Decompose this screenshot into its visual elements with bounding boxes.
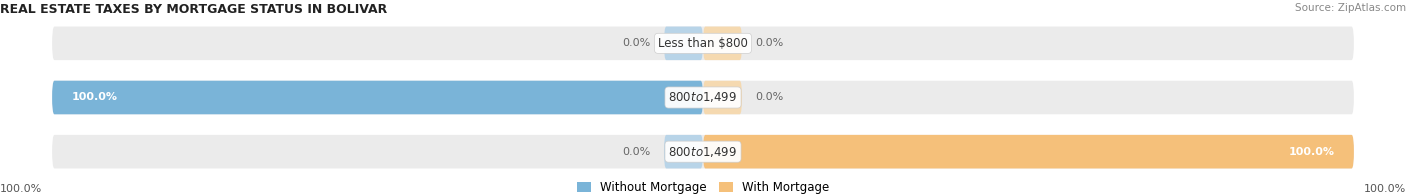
Text: 100.0%: 100.0%: [1364, 183, 1406, 193]
FancyBboxPatch shape: [703, 27, 742, 60]
Text: 100.0%: 100.0%: [72, 92, 118, 103]
Text: 0.0%: 0.0%: [755, 38, 783, 48]
Text: Source: ZipAtlas.com: Source: ZipAtlas.com: [1295, 3, 1406, 13]
Text: REAL ESTATE TAXES BY MORTGAGE STATUS IN BOLIVAR: REAL ESTATE TAXES BY MORTGAGE STATUS IN …: [0, 3, 387, 16]
Text: Less than $800: Less than $800: [658, 37, 748, 50]
FancyBboxPatch shape: [52, 135, 1354, 168]
FancyBboxPatch shape: [703, 81, 742, 114]
FancyBboxPatch shape: [52, 27, 1354, 60]
Text: 100.0%: 100.0%: [0, 183, 42, 193]
Text: $800 to $1,499: $800 to $1,499: [668, 145, 738, 159]
Text: 0.0%: 0.0%: [623, 38, 651, 48]
FancyBboxPatch shape: [664, 135, 703, 168]
FancyBboxPatch shape: [664, 27, 703, 60]
FancyBboxPatch shape: [703, 135, 1354, 168]
FancyBboxPatch shape: [52, 81, 703, 114]
Legend: Without Mortgage, With Mortgage: Without Mortgage, With Mortgage: [572, 176, 834, 195]
Text: 100.0%: 100.0%: [1288, 147, 1334, 157]
Text: $800 to $1,499: $800 to $1,499: [668, 90, 738, 105]
FancyBboxPatch shape: [52, 81, 1354, 114]
Text: 0.0%: 0.0%: [755, 92, 783, 103]
Text: 0.0%: 0.0%: [623, 147, 651, 157]
